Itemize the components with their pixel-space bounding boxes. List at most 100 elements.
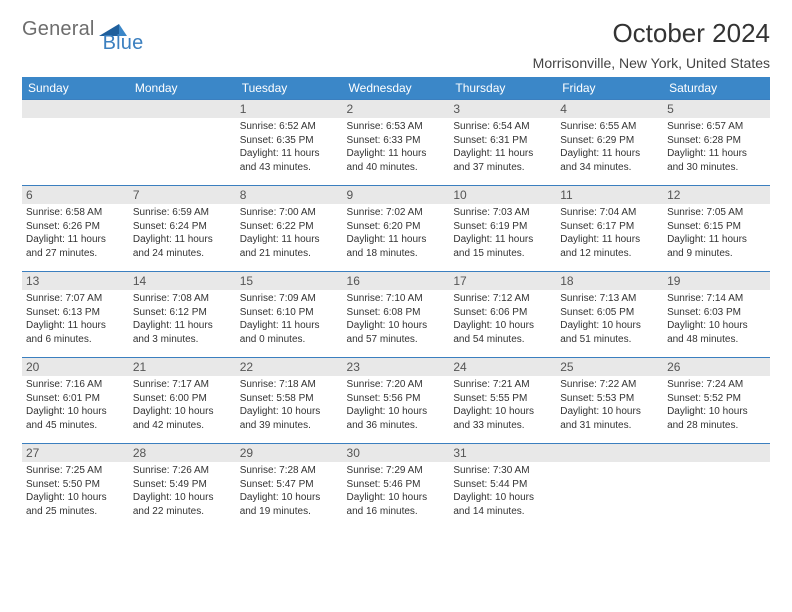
calendar-day-cell: 3Sunrise: 6:54 AMSunset: 6:31 PMDaylight…	[449, 100, 556, 186]
day-number: 31	[449, 444, 556, 462]
day-number: 16	[343, 272, 450, 290]
page-title: October 2024	[533, 18, 770, 49]
day-details: Sunrise: 7:29 AMSunset: 5:46 PMDaylight:…	[343, 462, 450, 522]
sunset-line: Sunset: 6:06 PM	[453, 306, 552, 320]
day-details: Sunrise: 7:25 AMSunset: 5:50 PMDaylight:…	[22, 462, 129, 522]
sunset-line: Sunset: 5:58 PM	[240, 392, 339, 406]
weekday-header: Sunday	[22, 77, 129, 100]
calendar-day-cell: 28Sunrise: 7:26 AMSunset: 5:49 PMDayligh…	[129, 444, 236, 530]
sunrise-line: Sunrise: 6:55 AM	[560, 120, 659, 134]
calendar-day-cell: 24Sunrise: 7:21 AMSunset: 5:55 PMDayligh…	[449, 358, 556, 444]
calendar-week-row: 6Sunrise: 6:58 AMSunset: 6:26 PMDaylight…	[22, 186, 770, 272]
day-details: Sunrise: 7:07 AMSunset: 6:13 PMDaylight:…	[22, 290, 129, 350]
day-details: Sunrise: 7:21 AMSunset: 5:55 PMDaylight:…	[449, 376, 556, 436]
daylight-line: Daylight: 10 hours and 42 minutes.	[133, 405, 232, 432]
daylight-line: Daylight: 11 hours and 43 minutes.	[240, 147, 339, 174]
sunset-line: Sunset: 6:00 PM	[133, 392, 232, 406]
day-details: Sunrise: 7:00 AMSunset: 6:22 PMDaylight:…	[236, 204, 343, 264]
day-details: Sunrise: 7:24 AMSunset: 5:52 PMDaylight:…	[663, 376, 770, 436]
sunset-line: Sunset: 5:52 PM	[667, 392, 766, 406]
logo-text-general: General	[22, 18, 95, 41]
calendar-day-cell: 6Sunrise: 6:58 AMSunset: 6:26 PMDaylight…	[22, 186, 129, 272]
sunset-line: Sunset: 6:24 PM	[133, 220, 232, 234]
day-number-bar-empty	[663, 444, 770, 462]
day-details: Sunrise: 6:53 AMSunset: 6:33 PMDaylight:…	[343, 118, 450, 178]
calendar-week-row: 13Sunrise: 7:07 AMSunset: 6:13 PMDayligh…	[22, 272, 770, 358]
day-number: 15	[236, 272, 343, 290]
sunset-line: Sunset: 6:31 PM	[453, 134, 552, 148]
daylight-line: Daylight: 10 hours and 31 minutes.	[560, 405, 659, 432]
sunrise-line: Sunrise: 7:14 AM	[667, 292, 766, 306]
day-details: Sunrise: 7:12 AMSunset: 6:06 PMDaylight:…	[449, 290, 556, 350]
daylight-line: Daylight: 10 hours and 57 minutes.	[347, 319, 446, 346]
daylight-line: Daylight: 11 hours and 30 minutes.	[667, 147, 766, 174]
day-number: 3	[449, 100, 556, 118]
daylight-line: Daylight: 10 hours and 14 minutes.	[453, 491, 552, 518]
header: General Blue October 2024 Morrisonville,…	[22, 18, 770, 71]
day-number: 29	[236, 444, 343, 462]
calendar-week-row: 20Sunrise: 7:16 AMSunset: 6:01 PMDayligh…	[22, 358, 770, 444]
day-details: Sunrise: 7:22 AMSunset: 5:53 PMDaylight:…	[556, 376, 663, 436]
sunrise-line: Sunrise: 7:28 AM	[240, 464, 339, 478]
day-number: 11	[556, 186, 663, 204]
calendar-day-cell: 9Sunrise: 7:02 AMSunset: 6:20 PMDaylight…	[343, 186, 450, 272]
day-number: 23	[343, 358, 450, 376]
sunset-line: Sunset: 6:26 PM	[26, 220, 125, 234]
calendar-table: Sunday Monday Tuesday Wednesday Thursday…	[22, 77, 770, 530]
daylight-line: Daylight: 10 hours and 39 minutes.	[240, 405, 339, 432]
daylight-line: Daylight: 10 hours and 22 minutes.	[133, 491, 232, 518]
sunset-line: Sunset: 6:17 PM	[560, 220, 659, 234]
sunrise-line: Sunrise: 6:58 AM	[26, 206, 125, 220]
daylight-line: Daylight: 11 hours and 27 minutes.	[26, 233, 125, 260]
sunrise-line: Sunrise: 7:25 AM	[26, 464, 125, 478]
sunrise-line: Sunrise: 7:29 AM	[347, 464, 446, 478]
sunset-line: Sunset: 6:12 PM	[133, 306, 232, 320]
daylight-line: Daylight: 11 hours and 40 minutes.	[347, 147, 446, 174]
day-details: Sunrise: 7:17 AMSunset: 6:00 PMDaylight:…	[129, 376, 236, 436]
sunrise-line: Sunrise: 7:13 AM	[560, 292, 659, 306]
day-number: 13	[22, 272, 129, 290]
weekday-header-row: Sunday Monday Tuesday Wednesday Thursday…	[22, 77, 770, 100]
day-details: Sunrise: 7:03 AMSunset: 6:19 PMDaylight:…	[449, 204, 556, 264]
day-details: Sunrise: 7:13 AMSunset: 6:05 PMDaylight:…	[556, 290, 663, 350]
sunset-line: Sunset: 5:49 PM	[133, 478, 232, 492]
sunset-line: Sunset: 5:47 PM	[240, 478, 339, 492]
day-number: 12	[663, 186, 770, 204]
daylight-line: Daylight: 11 hours and 21 minutes.	[240, 233, 339, 260]
day-details: Sunrise: 6:55 AMSunset: 6:29 PMDaylight:…	[556, 118, 663, 178]
day-number: 6	[22, 186, 129, 204]
sunset-line: Sunset: 6:08 PM	[347, 306, 446, 320]
sunset-line: Sunset: 5:46 PM	[347, 478, 446, 492]
sunset-line: Sunset: 6:35 PM	[240, 134, 339, 148]
day-number: 22	[236, 358, 343, 376]
day-details: Sunrise: 7:02 AMSunset: 6:20 PMDaylight:…	[343, 204, 450, 264]
day-number: 27	[22, 444, 129, 462]
calendar-day-cell: 31Sunrise: 7:30 AMSunset: 5:44 PMDayligh…	[449, 444, 556, 530]
day-details: Sunrise: 7:10 AMSunset: 6:08 PMDaylight:…	[343, 290, 450, 350]
day-details: Sunrise: 6:52 AMSunset: 6:35 PMDaylight:…	[236, 118, 343, 178]
day-details: Sunrise: 6:54 AMSunset: 6:31 PMDaylight:…	[449, 118, 556, 178]
day-details: Sunrise: 6:59 AMSunset: 6:24 PMDaylight:…	[129, 204, 236, 264]
daylight-line: Daylight: 11 hours and 12 minutes.	[560, 233, 659, 260]
daylight-line: Daylight: 10 hours and 16 minutes.	[347, 491, 446, 518]
weekday-header: Wednesday	[343, 77, 450, 100]
calendar-week-row: 1Sunrise: 6:52 AMSunset: 6:35 PMDaylight…	[22, 100, 770, 186]
sunset-line: Sunset: 6:29 PM	[560, 134, 659, 148]
day-details: Sunrise: 6:58 AMSunset: 6:26 PMDaylight:…	[22, 204, 129, 264]
daylight-line: Daylight: 10 hours and 48 minutes.	[667, 319, 766, 346]
daylight-line: Daylight: 11 hours and 6 minutes.	[26, 319, 125, 346]
day-number: 18	[556, 272, 663, 290]
calendar-day-cell	[663, 444, 770, 530]
sunrise-line: Sunrise: 7:02 AM	[347, 206, 446, 220]
calendar-day-cell: 14Sunrise: 7:08 AMSunset: 6:12 PMDayligh…	[129, 272, 236, 358]
day-details: Sunrise: 6:57 AMSunset: 6:28 PMDaylight:…	[663, 118, 770, 178]
calendar-day-cell: 29Sunrise: 7:28 AMSunset: 5:47 PMDayligh…	[236, 444, 343, 530]
calendar-day-cell: 25Sunrise: 7:22 AMSunset: 5:53 PMDayligh…	[556, 358, 663, 444]
day-number: 19	[663, 272, 770, 290]
sunrise-line: Sunrise: 7:24 AM	[667, 378, 766, 392]
calendar-day-cell	[22, 100, 129, 186]
sunrise-line: Sunrise: 7:09 AM	[240, 292, 339, 306]
sunrise-line: Sunrise: 7:00 AM	[240, 206, 339, 220]
day-number: 1	[236, 100, 343, 118]
calendar-day-cell: 26Sunrise: 7:24 AMSunset: 5:52 PMDayligh…	[663, 358, 770, 444]
